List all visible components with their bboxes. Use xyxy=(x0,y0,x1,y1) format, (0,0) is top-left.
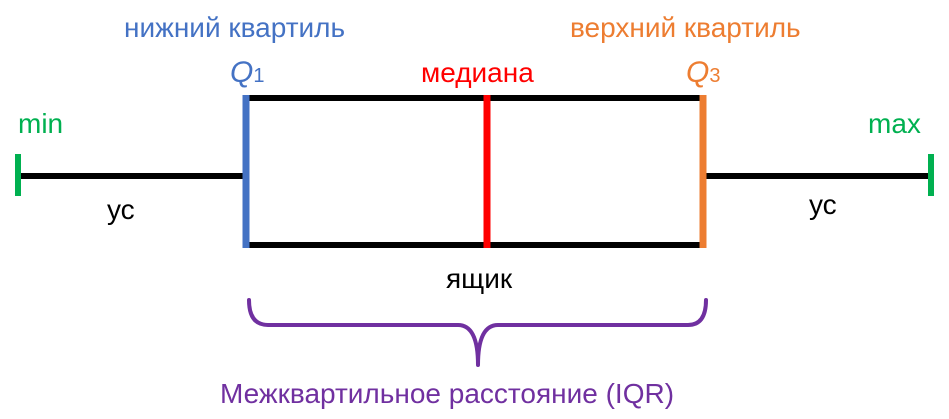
q1-subscript: 1 xyxy=(253,65,264,87)
q3-letter: Q xyxy=(686,56,709,89)
q3-subscript: 3 xyxy=(709,65,720,87)
q1-letter: Q xyxy=(230,56,253,89)
box-label: ящик xyxy=(446,263,513,294)
right-whisker-label: ус xyxy=(809,189,837,220)
median-label: медиана xyxy=(421,57,534,88)
max-label: max xyxy=(868,108,921,139)
upper-quartile-label: верхний квартиль xyxy=(570,12,801,43)
left-whisker-label: ус xyxy=(107,194,135,225)
lower-quartile-label: нижний квартиль xyxy=(124,12,345,43)
q3-label: Q3 xyxy=(686,56,720,89)
min-label: min xyxy=(18,108,63,139)
iqr-label: Межквартильное расстояние (IQR) xyxy=(220,378,674,409)
iqr-brace xyxy=(247,298,708,367)
q1-label: Q1 xyxy=(230,56,264,89)
